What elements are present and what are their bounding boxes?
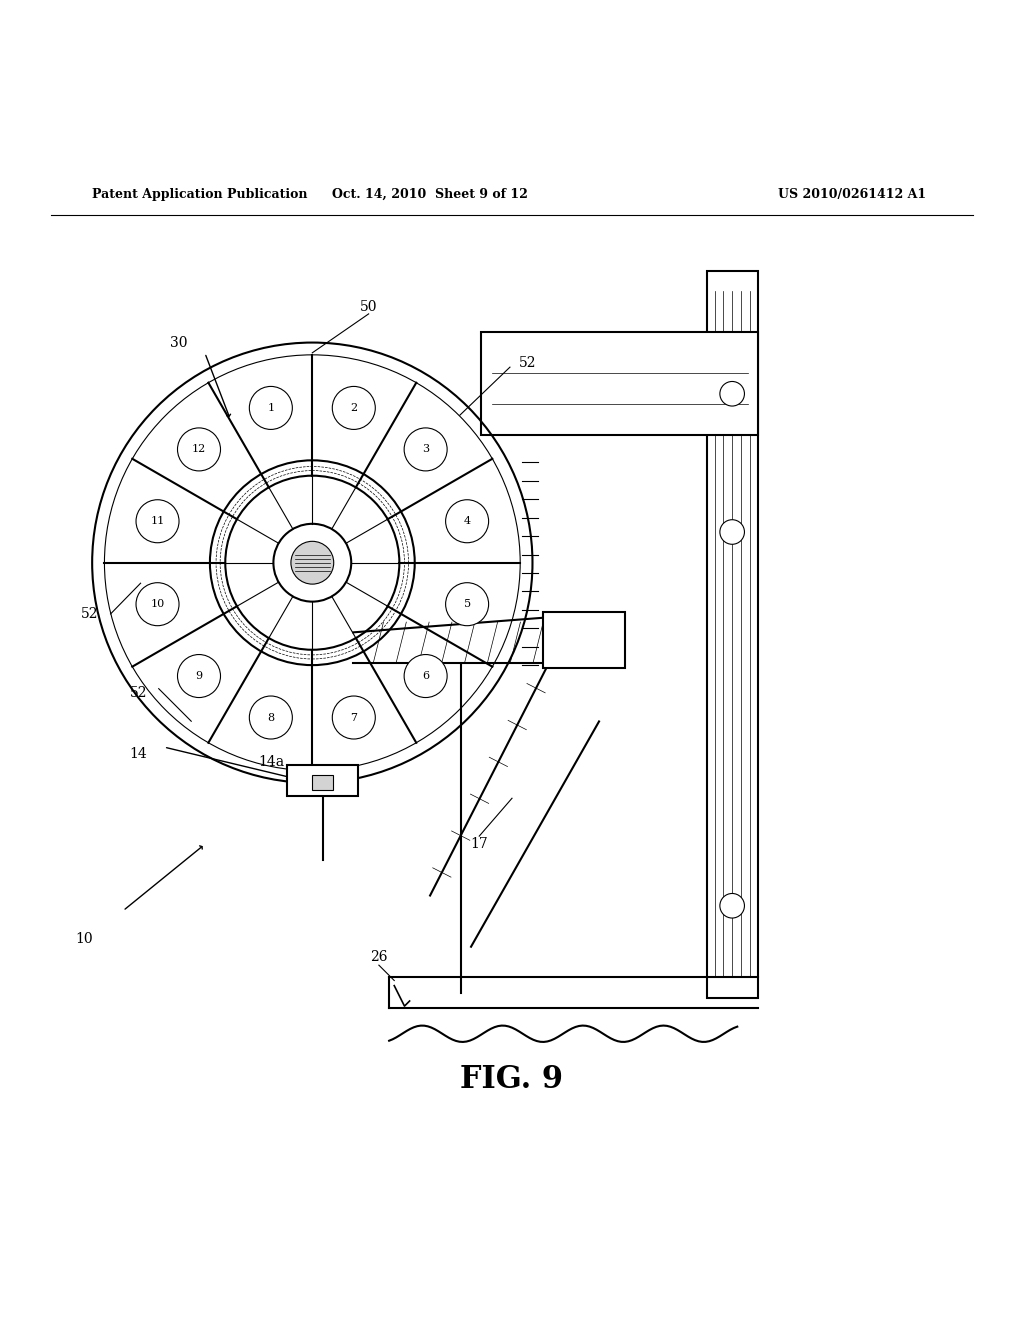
Circle shape xyxy=(333,696,376,739)
Text: 14: 14 xyxy=(129,747,147,762)
Bar xyxy=(707,271,758,998)
Circle shape xyxy=(136,500,179,543)
Text: 1: 1 xyxy=(267,403,274,413)
Circle shape xyxy=(404,655,447,697)
Circle shape xyxy=(720,894,744,917)
Text: Oct. 14, 2010  Sheet 9 of 12: Oct. 14, 2010 Sheet 9 of 12 xyxy=(332,187,528,201)
Text: 52: 52 xyxy=(129,686,147,700)
Text: 7: 7 xyxy=(350,713,357,722)
Text: 10: 10 xyxy=(75,932,93,945)
Text: 14a: 14a xyxy=(258,755,285,770)
Text: 26: 26 xyxy=(370,950,388,964)
Text: 12: 12 xyxy=(191,445,206,454)
Text: 6: 6 xyxy=(422,671,429,681)
Text: 11: 11 xyxy=(151,516,165,527)
Circle shape xyxy=(291,541,334,585)
Text: 9: 9 xyxy=(196,671,203,681)
Text: FIG. 9: FIG. 9 xyxy=(461,1064,563,1096)
Text: 52: 52 xyxy=(81,607,99,620)
Circle shape xyxy=(177,655,220,697)
Text: 4: 4 xyxy=(464,516,471,527)
Text: 30: 30 xyxy=(170,335,188,350)
Bar xyxy=(312,775,333,791)
Bar xyxy=(481,333,758,434)
Circle shape xyxy=(720,520,744,544)
Circle shape xyxy=(445,582,488,626)
Text: 5: 5 xyxy=(464,599,471,610)
Text: 10: 10 xyxy=(151,599,165,610)
Text: Patent Application Publication: Patent Application Publication xyxy=(92,187,307,201)
Circle shape xyxy=(720,381,744,407)
Text: 50: 50 xyxy=(359,300,378,314)
Text: 2: 2 xyxy=(350,403,357,413)
Circle shape xyxy=(249,696,292,739)
Circle shape xyxy=(333,387,376,429)
Text: 17: 17 xyxy=(470,837,488,851)
Bar xyxy=(287,766,358,796)
Text: 8: 8 xyxy=(267,713,274,722)
Circle shape xyxy=(445,500,488,543)
Text: 52: 52 xyxy=(518,356,537,370)
Circle shape xyxy=(136,582,179,626)
Bar xyxy=(543,612,625,668)
Circle shape xyxy=(404,428,447,471)
Circle shape xyxy=(177,428,220,471)
Text: US 2010/0261412 A1: US 2010/0261412 A1 xyxy=(778,187,927,201)
Circle shape xyxy=(249,387,292,429)
Text: 3: 3 xyxy=(422,445,429,454)
